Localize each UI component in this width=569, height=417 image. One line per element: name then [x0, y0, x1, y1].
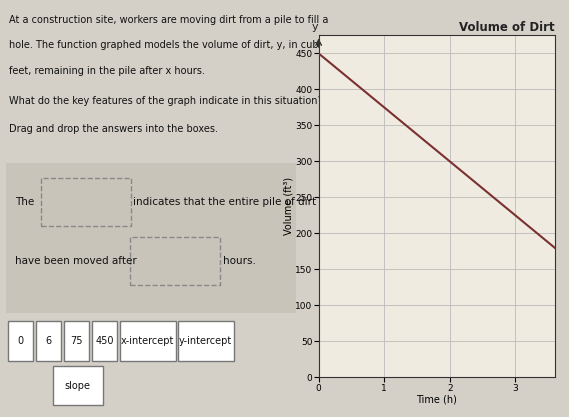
Text: What do the key features of the graph indicate in this situation?: What do the key features of the graph in… [9, 96, 323, 106]
FancyBboxPatch shape [130, 237, 220, 285]
FancyBboxPatch shape [53, 366, 102, 405]
Text: feet, remaining in the pile after x hours.: feet, remaining in the pile after x hour… [9, 66, 205, 76]
Text: 450: 450 [95, 336, 114, 346]
Text: 75: 75 [70, 336, 83, 346]
Text: hours.: hours. [223, 256, 256, 266]
FancyBboxPatch shape [92, 321, 117, 361]
Text: slope: slope [65, 381, 90, 390]
FancyBboxPatch shape [119, 321, 175, 361]
Text: Volume of Dirt: Volume of Dirt [459, 21, 555, 34]
Text: have been moved after: have been moved after [15, 256, 137, 266]
Text: y-intercept: y-intercept [179, 336, 233, 346]
FancyBboxPatch shape [36, 321, 61, 361]
Text: Drag and drop the answers into the boxes.: Drag and drop the answers into the boxes… [9, 124, 218, 134]
Y-axis label: Volume (ft³): Volume (ft³) [284, 177, 294, 236]
Text: 0: 0 [17, 336, 23, 346]
FancyBboxPatch shape [41, 178, 131, 226]
Text: 6: 6 [46, 336, 51, 346]
Text: hole. The function graphed models the volume of dirt, y, in cubic: hole. The function graphed models the vo… [9, 40, 327, 50]
FancyBboxPatch shape [6, 163, 295, 313]
FancyBboxPatch shape [7, 321, 33, 361]
Text: indicates that the entire pile of dirt will: indicates that the entire pile of dirt w… [133, 197, 337, 207]
Text: y: y [311, 22, 318, 32]
FancyBboxPatch shape [64, 321, 89, 361]
Text: The: The [15, 197, 34, 207]
Text: At a construction site, workers are moving dirt from a pile to fill a: At a construction site, workers are movi… [9, 15, 328, 25]
X-axis label: Time (h): Time (h) [417, 394, 457, 404]
FancyBboxPatch shape [178, 321, 234, 361]
Text: x-intercept: x-intercept [121, 336, 174, 346]
